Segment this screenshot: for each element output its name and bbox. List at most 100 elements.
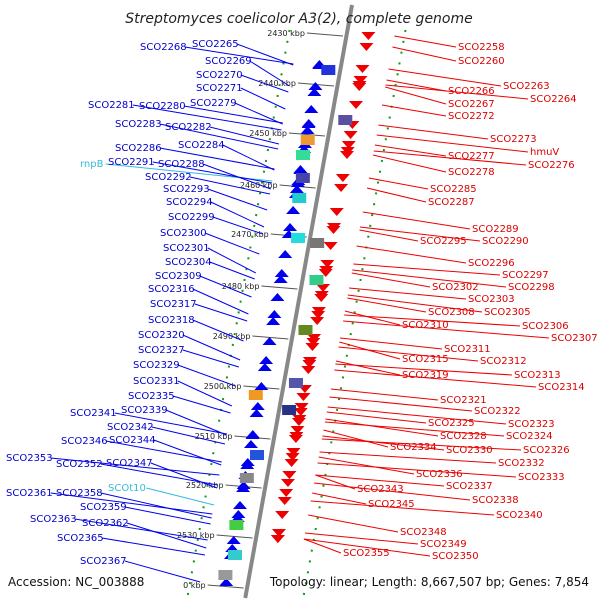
gene-label-right[interactable]: SCO2302 [432,282,479,293]
gene-arrow-left[interactable] [254,382,269,390]
gene-label-right[interactable]: SCO2306 [522,321,569,332]
gene-label-right[interactable]: SCO2287 [428,197,475,208]
gene-label-right[interactable]: SCO2349 [420,539,467,550]
gene-label-left[interactable]: SCO2269 [205,56,252,67]
gene-label-left[interactable]: SCO2339 [121,405,168,416]
gene-label-left[interactable]: SCO2265 [192,39,239,50]
gene-label-left[interactable]: SCO2280 [139,101,186,112]
gene-arrow-left[interactable] [219,578,234,586]
gene-arrow-left[interactable] [233,501,247,509]
gene-block[interactable] [250,450,264,460]
gene-label-left[interactable]: SCO2367 [80,556,127,567]
gene-label-left[interactable]: SCO2309 [155,271,202,282]
gene-label-right[interactable]: SCO2278 [448,167,495,178]
gene-label-right[interactable]: SCO2296 [468,258,515,269]
gene-block[interactable] [338,115,353,125]
gene-label-left[interactable]: SCO2320 [138,330,185,341]
gene-label-right[interactable]: SCO2290 [482,236,529,247]
gene-label-left[interactable]: SCO2292 [145,172,192,183]
gene-label-right[interactable]: SCO2260 [458,56,505,67]
gene-arrow-right[interactable] [293,408,308,416]
gene-label-right[interactable]: SCO2319 [402,370,449,381]
gene-label-left[interactable]: SCO2347 [106,458,153,469]
gene-arrow-right[interactable] [270,535,285,543]
gene-arrow-left[interactable] [245,431,260,439]
gene-label-left[interactable]: SCO2359 [80,502,127,513]
gene-arrow-left[interactable] [267,310,282,318]
gene-label-right[interactable]: hmuV [530,147,559,158]
gene-arrow-right[interactable] [311,311,326,319]
gene-label-right[interactable]: SCO2332 [498,458,545,469]
gene-label-left[interactable]: SCO2353 [6,453,53,464]
gene-arrow-left[interactable] [289,185,304,193]
gene-label-left[interactable]: SCO2344 [109,435,156,446]
gene-label-left[interactable]: SCO2300 [160,228,207,239]
gene-arrow-left[interactable] [262,337,277,345]
gene-arrow-right[interactable] [355,65,370,73]
gene-label-left[interactable]: SCO2293 [163,184,210,195]
gene-label-left[interactable]: SCOt10 [108,483,146,494]
gene-block[interactable] [298,325,313,335]
gene-label-right[interactable]: SCO2337 [446,481,493,492]
gene-label-left[interactable]: SCO2327 [138,345,185,356]
gene-arrow-left[interactable] [278,250,293,258]
gene-label-left[interactable]: SCO2288 [158,159,205,170]
gene-label-right[interactable]: SCO2305 [484,307,531,318]
gene-arrow-right[interactable] [343,131,358,139]
gene-arrow-right[interactable] [301,366,316,374]
gene-arrow-right[interactable] [296,393,311,401]
gene-arrow-right[interactable] [341,141,356,149]
gene-block[interactable] [321,65,336,75]
gene-label-right[interactable]: SCO2355 [343,548,390,559]
gene-arrow-left[interactable] [250,402,265,410]
gene-label-right[interactable]: SCO2314 [538,382,585,393]
gene-label-right[interactable]: SCO2295 [420,236,467,247]
gene-label-left[interactable]: SCO2284 [178,140,225,151]
gene-label-right[interactable]: SCO2330 [446,445,493,456]
gene-arrow-right[interactable] [320,260,335,268]
gene-arrow-right[interactable] [277,497,292,505]
gene-label-right[interactable]: SCO2266 [448,86,495,97]
gene-label-left[interactable]: SCO2270 [196,70,243,81]
gene-arrow-left[interactable] [273,275,288,283]
gene-label-left[interactable]: SCO2286 [115,143,162,154]
gene-label-right[interactable]: SCO2340 [496,510,543,521]
gene-arrow-left[interactable] [307,88,322,96]
gene-arrow-left[interactable] [236,484,251,492]
gene-label-right[interactable]: SCO2345 [368,499,415,510]
gene-arrow-left[interactable] [249,409,264,417]
gene-block[interactable] [300,135,315,145]
gene-label-left[interactable]: SCO2299 [168,212,215,223]
gene-arrow-right[interactable] [316,284,331,292]
gene-arrow-right[interactable] [334,184,349,192]
gene-label-left[interactable]: SCO2281 [88,100,135,111]
gene-label-left[interactable]: SCO2335 [128,391,175,402]
gene-label-right[interactable]: SCO2264 [530,94,577,105]
gene-label-right[interactable]: SCO2323 [508,419,555,430]
gene-label-right[interactable]: SCO2258 [458,42,505,53]
gene-label-right[interactable]: SCO2308 [428,307,475,318]
gene-label-right[interactable]: SCO2263 [503,81,550,92]
gene-label-right[interactable]: SCO2297 [502,270,549,281]
gene-label-left[interactable]: SCO2291 [108,157,155,168]
gene-label-left[interactable]: SCO2329 [133,360,180,371]
gene-arrow-left[interactable] [266,317,281,325]
gene-label-left[interactable]: SCO2342 [107,422,154,433]
gene-block[interactable] [239,473,254,483]
gene-label-left[interactable]: SCO2331 [133,376,180,387]
gene-arrow-right[interactable] [290,426,305,434]
gene-arrow-right[interactable] [335,174,350,182]
gene-block[interactable] [296,150,310,160]
gene-label-right[interactable]: SCO2276 [528,160,575,171]
gene-arrow-right[interactable] [286,448,301,456]
gene-arrow-left[interactable] [243,440,258,448]
gene-arrow-right[interactable] [302,357,317,365]
gene-label-left[interactable]: SCO2362 [82,518,129,529]
gene-label-left[interactable]: SCO2271 [196,83,243,94]
gene-label-left[interactable]: SCO2365 [57,533,104,544]
gene-arrow-right[interactable] [306,338,321,346]
gene-label-right[interactable]: SCO2315 [402,354,449,365]
gene-arrow-left[interactable] [301,120,316,128]
gene-arrow-right[interactable] [329,208,344,216]
gene-block[interactable] [218,570,233,580]
